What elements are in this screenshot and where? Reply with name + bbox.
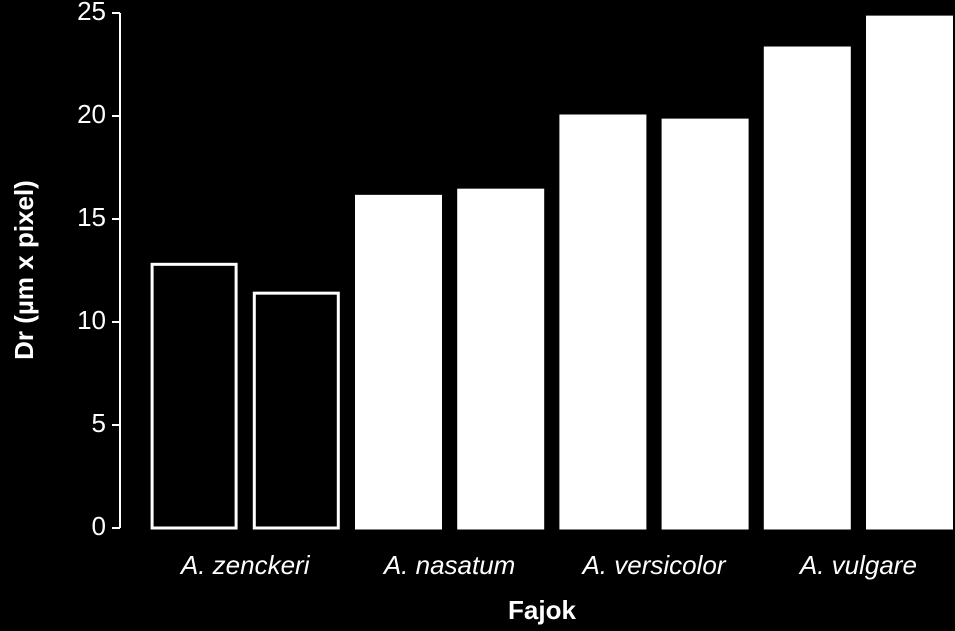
x-tick-label: A. nasatum [382,550,516,580]
bar [559,114,647,530]
x-tick-label: A. versicolor [580,550,726,580]
y-tick-label: 15 [77,202,106,232]
bar [661,118,749,530]
bar [763,46,851,530]
bar [355,194,442,530]
y-tick-label: 5 [92,408,106,438]
bar [150,262,238,530]
y-tick-label: 25 [77,0,106,26]
y-axis-title: Dr (µm x pixel) [9,180,39,360]
x-axis-title: Fajok [508,595,576,625]
bar [866,15,953,530]
y-tick-label: 0 [92,511,106,541]
bar [252,291,340,530]
y-tick-label: 10 [77,305,106,335]
x-tick-label: A. vulgare [798,550,917,580]
x-tick-label: A. zenckeri [179,550,311,580]
bar [457,188,545,530]
y-tick-label: 20 [77,99,106,129]
